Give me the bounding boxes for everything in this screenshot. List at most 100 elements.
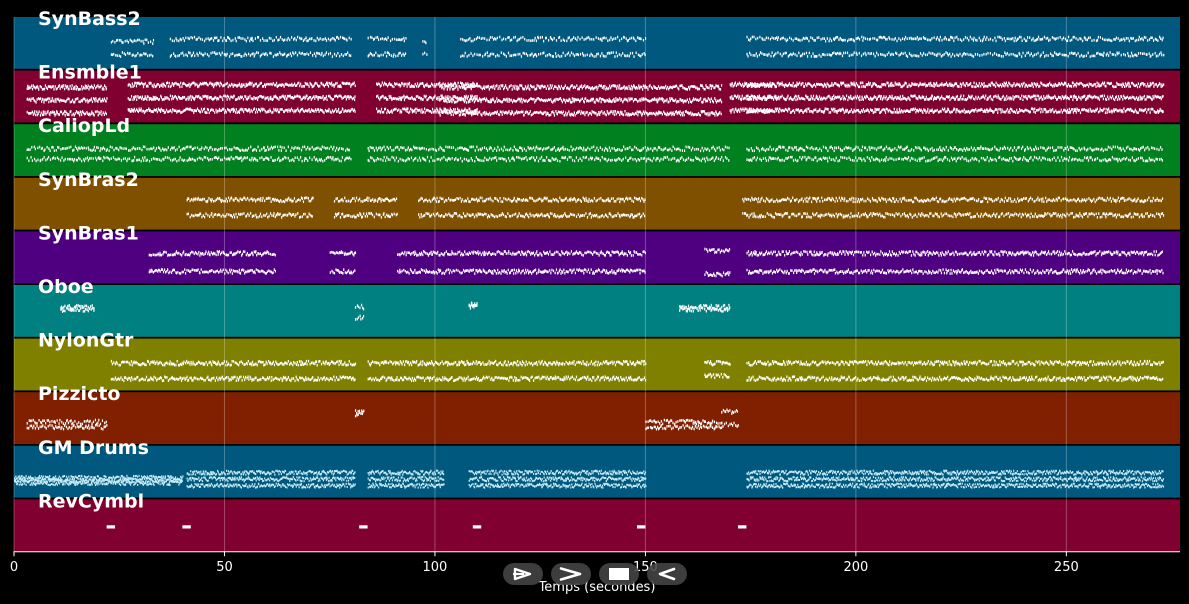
- note: [176, 39, 178, 42]
- note: [956, 53, 958, 56]
- note: [417, 109, 419, 112]
- note: [956, 35, 958, 39]
- note: [540, 111, 542, 114]
- note: [770, 84, 772, 87]
- note: [766, 96, 769, 100]
- note: [472, 54, 474, 58]
- note: [619, 110, 622, 114]
- note: [997, 94, 999, 98]
- note: [213, 36, 216, 40]
- note: [96, 99, 98, 102]
- note: [1115, 36, 1118, 40]
- note: [944, 36, 946, 39]
- note: [851, 110, 854, 114]
- note: [820, 96, 822, 100]
- note: [387, 98, 389, 101]
- note: [989, 107, 991, 111]
- note: [1013, 110, 1016, 113]
- note: [1039, 107, 1041, 111]
- note: [1083, 36, 1086, 39]
- note: [994, 52, 996, 55]
- note: [505, 55, 508, 58]
- note: [839, 36, 841, 40]
- note: [968, 53, 970, 57]
- note: [561, 100, 564, 104]
- note: [1055, 109, 1057, 112]
- note: [790, 110, 792, 114]
- note: [449, 88, 451, 91]
- note: [647, 113, 649, 117]
- note: [779, 82, 781, 85]
- note: [795, 85, 798, 88]
- note: [889, 53, 892, 57]
- note: [697, 111, 700, 115]
- note: [303, 95, 305, 99]
- note: [476, 82, 478, 86]
- note: [286, 96, 288, 100]
- note: [194, 54, 196, 58]
- note: [572, 114, 574, 117]
- note: [856, 53, 858, 56]
- note: [772, 82, 774, 85]
- note: [710, 84, 712, 87]
- note: [936, 36, 938, 39]
- note: [792, 81, 794, 85]
- note: [449, 107, 451, 111]
- note: [164, 96, 166, 99]
- note: [196, 52, 198, 55]
- note: [312, 54, 314, 57]
- note: [113, 52, 115, 56]
- note: [850, 108, 853, 111]
- note: [983, 35, 985, 39]
- note: [616, 98, 619, 101]
- note: [409, 107, 412, 111]
- note: [54, 98, 56, 101]
- note: [879, 85, 882, 88]
- note: [750, 85, 752, 89]
- note: [311, 83, 313, 87]
- note: [264, 85, 267, 89]
- note: [793, 109, 795, 112]
- note: [978, 36, 980, 40]
- note: [380, 37, 382, 41]
- note: [514, 84, 516, 88]
- note: [747, 110, 749, 114]
- note: [429, 95, 432, 99]
- note: [1140, 38, 1142, 41]
- note: [611, 110, 613, 113]
- note: [246, 98, 248, 101]
- note: [831, 39, 833, 43]
- note: [214, 82, 216, 85]
- note: [701, 101, 704, 104]
- note: [813, 83, 816, 86]
- note: [1148, 38, 1151, 41]
- note: [899, 109, 901, 113]
- note: [555, 39, 558, 42]
- note: [956, 95, 959, 98]
- note: [442, 96, 444, 100]
- note: [719, 98, 722, 102]
- note: [231, 108, 233, 111]
- note: [52, 110, 54, 113]
- note: [877, 108, 879, 112]
- note: [435, 83, 438, 86]
- note: [980, 96, 982, 99]
- note: [854, 110, 856, 113]
- note: [399, 111, 401, 114]
- note: [1097, 35, 1099, 39]
- note: [769, 109, 771, 112]
- note: [490, 100, 492, 104]
- note: [337, 95, 339, 99]
- note: [234, 111, 237, 114]
- note: [801, 38, 803, 42]
- note: [1017, 37, 1019, 40]
- note: [189, 85, 191, 89]
- note: [263, 39, 265, 42]
- note: [829, 111, 832, 114]
- note: [351, 97, 353, 101]
- note: [1012, 37, 1014, 40]
- note: [476, 110, 478, 114]
- note: [292, 96, 294, 100]
- note: [920, 83, 922, 86]
- note: [252, 97, 254, 101]
